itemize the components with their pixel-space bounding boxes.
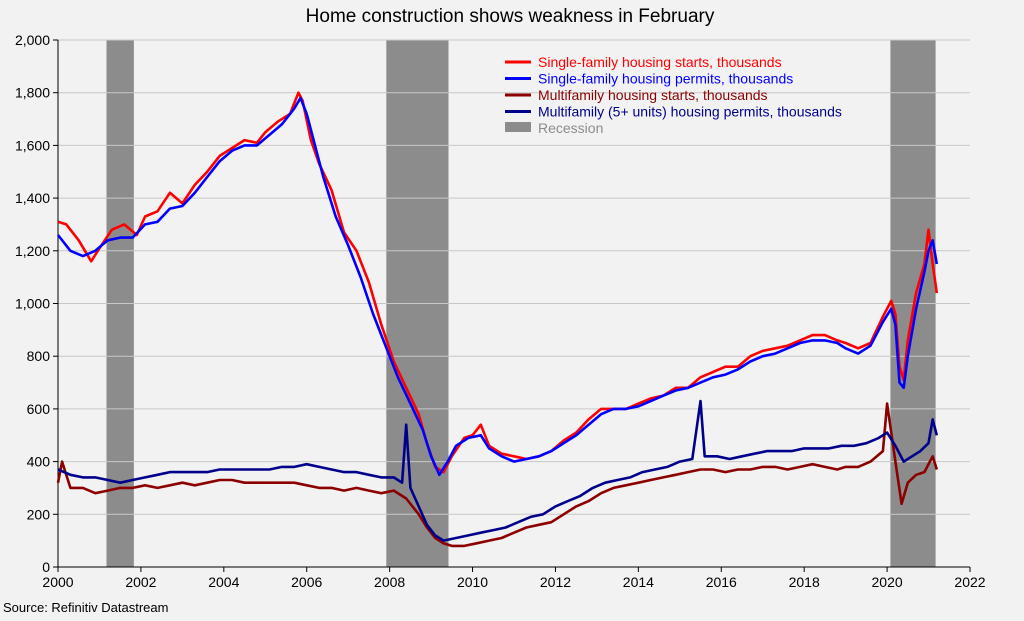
legend-swatch <box>505 122 531 132</box>
x-tick-label: 2022 <box>954 574 985 590</box>
legend-label: Single-family housing starts, thousands <box>538 54 782 70</box>
y-tick-label: 2,000 <box>15 32 50 48</box>
legend-label: Multifamily (5+ units) housing permits, … <box>538 104 842 120</box>
x-tick-label: 2008 <box>374 574 405 590</box>
y-tick-label: 600 <box>27 401 51 417</box>
source-note: Source: Refinitiv Datastream <box>3 600 168 615</box>
chart-title: Home construction shows weakness in Febr… <box>306 6 715 27</box>
y-tick-label: 400 <box>27 454 51 470</box>
x-tick-label: 2012 <box>540 574 571 590</box>
x-tick-label: 2006 <box>291 574 322 590</box>
series-line <box>57 91 939 474</box>
x-tick-label: 2004 <box>208 574 239 590</box>
x-tick-label: 2020 <box>872 574 903 590</box>
legend-label: Single-family housing permits, thousands <box>538 71 793 87</box>
series-lines <box>56 91 939 548</box>
legend-label: Multifamily housing starts, thousands <box>538 87 768 103</box>
y-tick-label: 1,400 <box>15 190 50 206</box>
legend: Single-family housing starts, thousandsS… <box>505 54 842 136</box>
series-line <box>56 402 939 548</box>
x-tick-label: 2018 <box>789 574 820 590</box>
y-tick-label: 1,000 <box>15 296 50 312</box>
series-line <box>56 96 939 477</box>
y-tick-label: 800 <box>27 348 51 364</box>
series-line <box>57 399 939 542</box>
y-tick-label: 0 <box>42 559 50 575</box>
x-tick-label: 2002 <box>125 574 156 590</box>
y-tick-label: 1,800 <box>15 85 50 101</box>
y-tick-label: 1,200 <box>15 243 50 259</box>
x-tick-label: 2000 <box>42 574 73 590</box>
y-tick-label: 1,600 <box>15 137 50 153</box>
x-tick-label: 2016 <box>706 574 737 590</box>
x-tick-label: 2010 <box>457 574 488 590</box>
legend-label: Recession <box>538 120 603 136</box>
x-tick-label: 2014 <box>623 574 654 590</box>
y-tick-label: 200 <box>27 506 51 522</box>
